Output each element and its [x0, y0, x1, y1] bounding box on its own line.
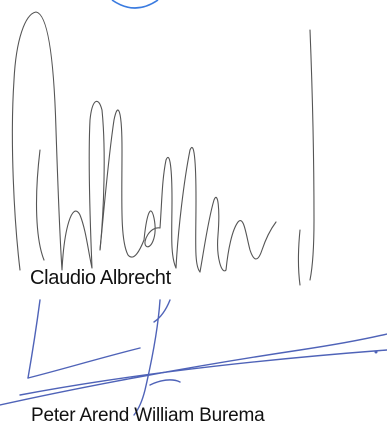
signature-peter-burema: [0, 299, 387, 416]
seal-arc: [111, 0, 159, 9]
ink-dot: [374, 350, 378, 354]
signature-claudio-albrecht: [11, 11, 315, 286]
signatory-name-claudio: Claudio Albrecht: [30, 267, 171, 289]
signatory-name-peter: Peter Arend William Burema: [31, 405, 265, 426]
